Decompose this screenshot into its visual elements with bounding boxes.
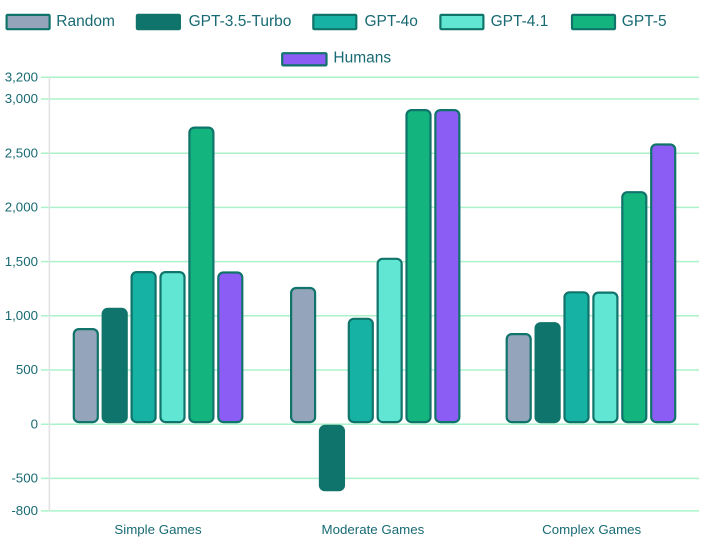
svg-text:GPT-4o: GPT-4o [365, 13, 418, 30]
svg-text:2,500: 2,500 [5, 145, 38, 160]
svg-text:GPT-5: GPT-5 [622, 13, 667, 30]
svg-text:3,200: 3,200 [5, 69, 38, 84]
svg-text:Random: Random [56, 13, 115, 30]
svg-text:Complex Games: Complex Games [542, 522, 641, 537]
svg-text:GPT-4.1: GPT-4.1 [491, 13, 549, 30]
svg-text:-500: -500 [11, 471, 38, 486]
svg-text:1,000: 1,000 [5, 308, 38, 323]
svg-text:Moderate Games: Moderate Games [322, 522, 425, 537]
svg-text:2,000: 2,000 [5, 200, 38, 215]
svg-text:3,000: 3,000 [5, 91, 38, 106]
svg-text:0: 0 [31, 416, 38, 431]
svg-text:Humans: Humans [333, 50, 391, 67]
svg-text:500: 500 [16, 362, 38, 377]
svg-text:-800: -800 [11, 503, 38, 518]
svg-text:1,500: 1,500 [5, 254, 38, 269]
svg-text:GPT-3.5-Turbo: GPT-3.5-Turbo [189, 13, 292, 30]
svg-text:Simple Games: Simple Games [114, 522, 202, 537]
